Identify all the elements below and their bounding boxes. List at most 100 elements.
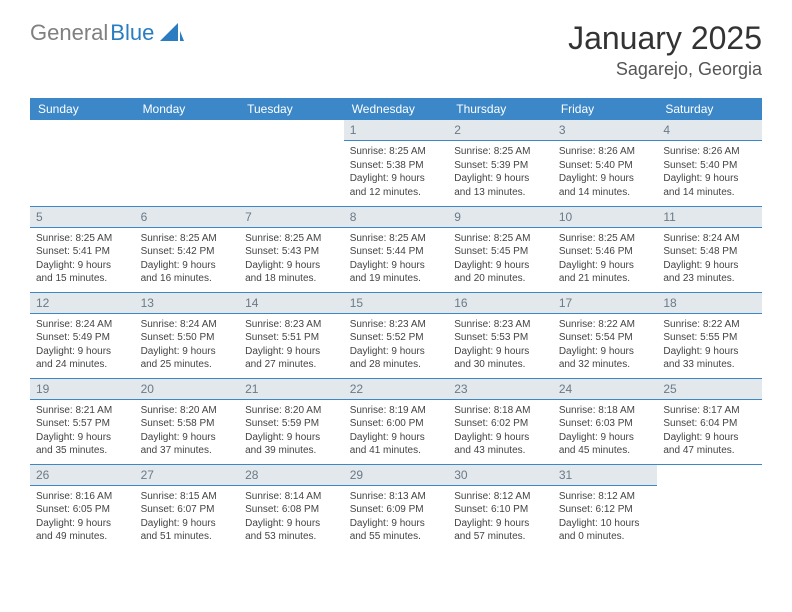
daylight-text: Daylight: 9 hours and 51 minutes. [141, 517, 234, 544]
sunrise-text: Sunrise: 8:14 AM [245, 490, 338, 504]
sunrise-text: Sunrise: 8:22 AM [559, 318, 652, 332]
day-number: 31 [553, 465, 658, 486]
sunrise-text: Sunrise: 8:23 AM [350, 318, 443, 332]
sunset-text: Sunset: 6:10 PM [454, 503, 547, 517]
sunrise-text: Sunrise: 8:25 AM [454, 145, 547, 159]
day-details: Sunrise: 8:17 AMSunset: 6:04 PMDaylight:… [657, 400, 762, 462]
weekday-header: Thursday [448, 98, 553, 120]
day-number: 16 [448, 293, 553, 314]
calendar-day-cell: 5Sunrise: 8:25 AMSunset: 5:41 PMDaylight… [30, 206, 135, 292]
weekday-header: Friday [553, 98, 658, 120]
weekday-header: Monday [135, 98, 240, 120]
day-details: Sunrise: 8:25 AMSunset: 5:41 PMDaylight:… [30, 228, 135, 290]
sunset-text: Sunset: 5:51 PM [245, 331, 338, 345]
sunrise-text: Sunrise: 8:12 AM [454, 490, 547, 504]
logo-text-gray: General [30, 20, 108, 46]
day-number: 13 [135, 293, 240, 314]
day-number: 8 [344, 207, 449, 228]
weekday-header-row: Sunday Monday Tuesday Wednesday Thursday… [30, 98, 762, 120]
sunset-text: Sunset: 6:09 PM [350, 503, 443, 517]
daylight-text: Daylight: 9 hours and 41 minutes. [350, 431, 443, 458]
sunset-text: Sunset: 5:44 PM [350, 245, 443, 259]
calendar-table: Sunday Monday Tuesday Wednesday Thursday… [30, 98, 762, 550]
calendar-day-cell: 9Sunrise: 8:25 AMSunset: 5:45 PMDaylight… [448, 206, 553, 292]
sunrise-text: Sunrise: 8:24 AM [141, 318, 234, 332]
sunset-text: Sunset: 5:55 PM [663, 331, 756, 345]
calendar-day-cell: 6Sunrise: 8:25 AMSunset: 5:42 PMDaylight… [135, 206, 240, 292]
daylight-text: Daylight: 9 hours and 19 minutes. [350, 259, 443, 286]
day-number: 3 [553, 120, 658, 141]
sunset-text: Sunset: 6:00 PM [350, 417, 443, 431]
sunset-text: Sunset: 5:49 PM [36, 331, 129, 345]
sunrise-text: Sunrise: 8:22 AM [663, 318, 756, 332]
daylight-text: Daylight: 9 hours and 37 minutes. [141, 431, 234, 458]
calendar-week-row: 12Sunrise: 8:24 AMSunset: 5:49 PMDayligh… [30, 292, 762, 378]
daylight-text: Daylight: 9 hours and 24 minutes. [36, 345, 129, 372]
day-details: Sunrise: 8:25 AMSunset: 5:42 PMDaylight:… [135, 228, 240, 290]
day-details: Sunrise: 8:20 AMSunset: 5:59 PMDaylight:… [239, 400, 344, 462]
day-number: 19 [30, 379, 135, 400]
daylight-text: Daylight: 9 hours and 57 minutes. [454, 517, 547, 544]
daylight-text: Daylight: 9 hours and 45 minutes. [559, 431, 652, 458]
day-details: Sunrise: 8:16 AMSunset: 6:05 PMDaylight:… [30, 486, 135, 548]
day-details: Sunrise: 8:24 AMSunset: 5:49 PMDaylight:… [30, 314, 135, 376]
daylight-text: Daylight: 9 hours and 14 minutes. [559, 172, 652, 199]
day-number: 9 [448, 207, 553, 228]
day-details: Sunrise: 8:18 AMSunset: 6:02 PMDaylight:… [448, 400, 553, 462]
sunrise-text: Sunrise: 8:25 AM [559, 232, 652, 246]
day-number: 1 [344, 120, 449, 141]
day-details: Sunrise: 8:25 AMSunset: 5:46 PMDaylight:… [553, 228, 658, 290]
daylight-text: Daylight: 9 hours and 25 minutes. [141, 345, 234, 372]
daylight-text: Daylight: 9 hours and 32 minutes. [559, 345, 652, 372]
daylight-text: Daylight: 9 hours and 39 minutes. [245, 431, 338, 458]
location-label: Sagarejo, Georgia [568, 59, 762, 80]
sunrise-text: Sunrise: 8:20 AM [141, 404, 234, 418]
daylight-text: Daylight: 9 hours and 13 minutes. [454, 172, 547, 199]
day-details: Sunrise: 8:25 AMSunset: 5:38 PMDaylight:… [344, 141, 449, 203]
calendar-day-cell: 20Sunrise: 8:20 AMSunset: 5:58 PMDayligh… [135, 378, 240, 464]
sunset-text: Sunset: 5:38 PM [350, 159, 443, 173]
sunrise-text: Sunrise: 8:24 AM [36, 318, 129, 332]
sunset-text: Sunset: 5:40 PM [559, 159, 652, 173]
calendar-day-cell: 1Sunrise: 8:25 AMSunset: 5:38 PMDaylight… [344, 120, 449, 206]
calendar-day-cell: 14Sunrise: 8:23 AMSunset: 5:51 PMDayligh… [239, 292, 344, 378]
calendar-day-cell: 25Sunrise: 8:17 AMSunset: 6:04 PMDayligh… [657, 378, 762, 464]
sunset-text: Sunset: 5:42 PM [141, 245, 234, 259]
day-number: 4 [657, 120, 762, 141]
sunrise-text: Sunrise: 8:25 AM [245, 232, 338, 246]
daylight-text: Daylight: 9 hours and 35 minutes. [36, 431, 129, 458]
calendar-day-cell: 15Sunrise: 8:23 AMSunset: 5:52 PMDayligh… [344, 292, 449, 378]
day-details: Sunrise: 8:22 AMSunset: 5:54 PMDaylight:… [553, 314, 658, 376]
sunset-text: Sunset: 5:50 PM [141, 331, 234, 345]
day-details: Sunrise: 8:19 AMSunset: 6:00 PMDaylight:… [344, 400, 449, 462]
day-number: 6 [135, 207, 240, 228]
day-number: 10 [553, 207, 658, 228]
sunrise-text: Sunrise: 8:23 AM [245, 318, 338, 332]
day-details: Sunrise: 8:25 AMSunset: 5:43 PMDaylight:… [239, 228, 344, 290]
day-details: Sunrise: 8:18 AMSunset: 6:03 PMDaylight:… [553, 400, 658, 462]
day-number: 12 [30, 293, 135, 314]
day-number: 29 [344, 465, 449, 486]
day-details: Sunrise: 8:23 AMSunset: 5:52 PMDaylight:… [344, 314, 449, 376]
day-number: 17 [553, 293, 658, 314]
day-details: Sunrise: 8:26 AMSunset: 5:40 PMDaylight:… [657, 141, 762, 203]
weekday-header: Wednesday [344, 98, 449, 120]
calendar-day-cell: 8Sunrise: 8:25 AMSunset: 5:44 PMDaylight… [344, 206, 449, 292]
day-number: 27 [135, 465, 240, 486]
daylight-text: Daylight: 9 hours and 21 minutes. [559, 259, 652, 286]
calendar-day-cell: 24Sunrise: 8:18 AMSunset: 6:03 PMDayligh… [553, 378, 658, 464]
day-number: 28 [239, 465, 344, 486]
day-details: Sunrise: 8:25 AMSunset: 5:44 PMDaylight:… [344, 228, 449, 290]
calendar-day-cell: 29Sunrise: 8:13 AMSunset: 6:09 PMDayligh… [344, 464, 449, 550]
day-details: Sunrise: 8:14 AMSunset: 6:08 PMDaylight:… [239, 486, 344, 548]
calendar-day-cell: 22Sunrise: 8:19 AMSunset: 6:00 PMDayligh… [344, 378, 449, 464]
daylight-text: Daylight: 9 hours and 55 minutes. [350, 517, 443, 544]
day-details: Sunrise: 8:24 AMSunset: 5:50 PMDaylight:… [135, 314, 240, 376]
calendar-day-cell: 19Sunrise: 8:21 AMSunset: 5:57 PMDayligh… [30, 378, 135, 464]
calendar-day-cell [135, 120, 240, 206]
month-title: January 2025 [568, 20, 762, 57]
day-details: Sunrise: 8:26 AMSunset: 5:40 PMDaylight:… [553, 141, 658, 203]
calendar-day-cell: 2Sunrise: 8:25 AMSunset: 5:39 PMDaylight… [448, 120, 553, 206]
title-block: January 2025 Sagarejo, Georgia [568, 20, 762, 80]
sunset-text: Sunset: 5:45 PM [454, 245, 547, 259]
